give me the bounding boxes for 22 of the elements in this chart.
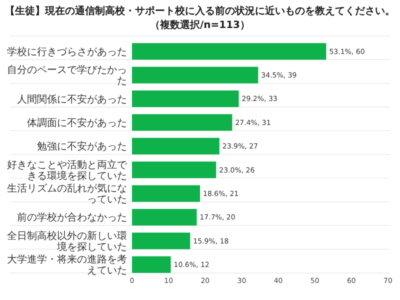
bar [132, 208, 197, 226]
y-tick-label: 学校に行きづらさがあった [7, 46, 127, 58]
bar [132, 90, 239, 108]
chart-subtitle: （複数選択/n=113） [150, 19, 250, 31]
bar [132, 232, 190, 250]
y-tick-label: 生活リズムの乱れが気になっていた [7, 182, 127, 206]
bar [132, 185, 200, 202]
y-tick-label: 自分のペースで学びたかった [7, 64, 127, 88]
y-tick-label: 好きなことや活動と両立できる環境を探していた [7, 158, 128, 182]
y-tick-label: 前の学校が合わなかった [17, 212, 127, 224]
bar [132, 162, 216, 178]
bar [132, 256, 171, 273]
y-tick-label: 大学進学・将来の進路を考えていた [7, 254, 127, 277]
y-tick-label: 全日制高校以外の新しい環境を探していた [7, 230, 127, 253]
bar [132, 66, 258, 84]
chart-title: 【生徒】現在の通信制高校・サポート校に入る前の状況に近いものを教えてください。 [5, 5, 395, 17]
bar [132, 114, 232, 131]
bar [132, 43, 326, 60]
y-tick-label: 人間関係に不安があった [17, 93, 127, 106]
y-tick-label: 体調面に不安があった [27, 116, 127, 129]
bar [132, 138, 220, 154]
y-tick-label: 勉強に不安があった [37, 140, 127, 153]
